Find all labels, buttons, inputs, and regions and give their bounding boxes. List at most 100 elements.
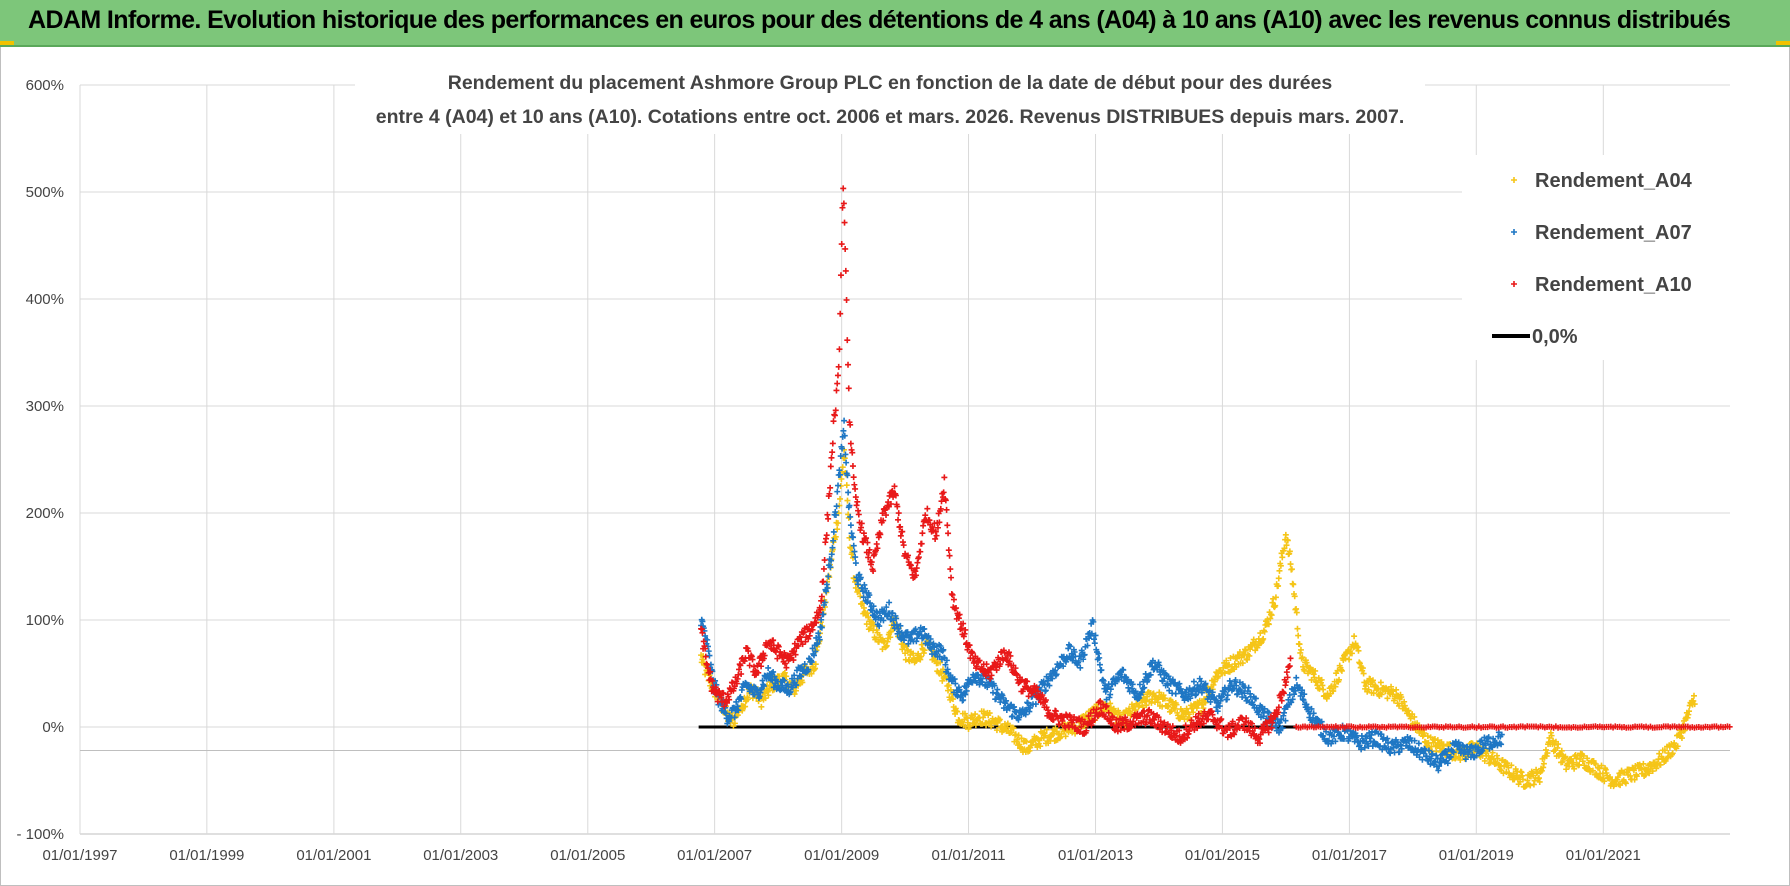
a04-point bbox=[1018, 735, 1025, 742]
a04-point bbox=[980, 714, 987, 721]
a07-point bbox=[1159, 678, 1166, 685]
a10-point bbox=[864, 539, 871, 546]
chart-points bbox=[698, 185, 1733, 790]
a10-point bbox=[945, 547, 952, 554]
a10-point bbox=[1113, 716, 1120, 723]
a10-point bbox=[791, 648, 798, 655]
a07-point bbox=[1136, 681, 1143, 688]
a10-point bbox=[887, 500, 894, 507]
a07-point bbox=[833, 503, 840, 510]
a10-point bbox=[863, 535, 870, 542]
a04-point bbox=[1242, 647, 1249, 654]
a10-point bbox=[1229, 718, 1236, 725]
a04-point bbox=[1012, 731, 1019, 738]
a07-point bbox=[1032, 701, 1039, 708]
a10-point bbox=[770, 637, 777, 644]
a07-point bbox=[927, 635, 934, 642]
a07-point bbox=[823, 588, 830, 595]
a07-point bbox=[1378, 731, 1385, 738]
a10-point bbox=[761, 652, 768, 659]
a07-point bbox=[1102, 688, 1109, 695]
a07-point bbox=[829, 544, 836, 551]
a07-point bbox=[1172, 690, 1179, 697]
a04-point bbox=[949, 696, 956, 703]
a10-point bbox=[745, 648, 752, 655]
a04-point bbox=[765, 692, 772, 699]
a07-point bbox=[1009, 713, 1016, 720]
a07-point bbox=[1404, 733, 1411, 740]
a07-point bbox=[765, 664, 772, 671]
a07-point bbox=[812, 648, 819, 655]
a10-point bbox=[941, 474, 948, 481]
a10-point bbox=[917, 548, 924, 555]
a07-point bbox=[857, 574, 864, 581]
a07-point bbox=[1398, 745, 1405, 752]
a10-point bbox=[934, 524, 941, 531]
a04-point bbox=[1548, 732, 1555, 739]
a10-point bbox=[1278, 697, 1285, 704]
a07-point bbox=[813, 634, 820, 641]
a10-point bbox=[938, 498, 945, 505]
a10-point bbox=[1284, 674, 1291, 681]
a07-point bbox=[837, 453, 844, 460]
a10-point bbox=[1200, 720, 1207, 727]
a04-point bbox=[1042, 732, 1049, 739]
a10-point bbox=[905, 552, 912, 559]
a10-point bbox=[845, 361, 852, 368]
a10-point bbox=[840, 200, 847, 207]
a10-point bbox=[852, 485, 859, 492]
a04-point bbox=[1260, 635, 1267, 642]
a07-point bbox=[1232, 677, 1239, 684]
a04-point bbox=[1165, 703, 1172, 710]
a07-point bbox=[1469, 751, 1476, 758]
a07-point bbox=[1136, 695, 1143, 702]
a10-point bbox=[1161, 719, 1168, 726]
a04-point bbox=[1589, 767, 1596, 774]
a04-point bbox=[1286, 548, 1293, 555]
a10-point bbox=[1157, 718, 1164, 725]
a04-point bbox=[792, 687, 799, 694]
a10-point bbox=[775, 643, 782, 650]
a10-point bbox=[828, 454, 835, 461]
a07-point bbox=[1396, 748, 1403, 755]
a10-point bbox=[849, 449, 856, 456]
a04-point bbox=[799, 679, 806, 686]
a07-point bbox=[1332, 738, 1339, 745]
a07-point bbox=[706, 652, 713, 659]
a04-point bbox=[1500, 770, 1507, 777]
a10-point bbox=[724, 699, 731, 706]
a07-point bbox=[828, 551, 835, 558]
a07-point bbox=[862, 585, 869, 592]
a07-point bbox=[841, 417, 848, 424]
a10-point bbox=[782, 660, 789, 667]
a04-point bbox=[1562, 753, 1569, 760]
a07-point bbox=[897, 622, 904, 629]
a10-point bbox=[1265, 729, 1272, 736]
a10-point bbox=[950, 596, 957, 603]
a10-point bbox=[874, 545, 881, 552]
a10-point bbox=[1103, 702, 1110, 709]
a04-point bbox=[1691, 701, 1698, 708]
a04-point bbox=[1369, 677, 1376, 684]
a04-point bbox=[1193, 705, 1200, 712]
a10-point bbox=[790, 657, 797, 664]
a10-point bbox=[805, 635, 812, 642]
a04-point bbox=[1598, 762, 1605, 769]
x-tick-label: 01/01/2017 bbox=[1312, 847, 1387, 864]
a04-point bbox=[1438, 739, 1445, 746]
a10-point bbox=[987, 675, 994, 682]
a10-point bbox=[825, 515, 832, 522]
a10-point bbox=[817, 606, 824, 613]
a04-point bbox=[1690, 697, 1697, 704]
a10-point bbox=[1205, 716, 1212, 723]
a07-point bbox=[942, 661, 949, 668]
a04-point bbox=[1312, 667, 1319, 674]
a07-point bbox=[1112, 680, 1119, 687]
a10-zero-point bbox=[1726, 723, 1733, 730]
a07-point bbox=[1067, 643, 1074, 650]
a10-point bbox=[1286, 663, 1293, 670]
a07-point bbox=[1308, 705, 1315, 712]
a10-point bbox=[738, 671, 745, 678]
a07-point bbox=[870, 603, 877, 610]
a04-point bbox=[1640, 760, 1647, 767]
